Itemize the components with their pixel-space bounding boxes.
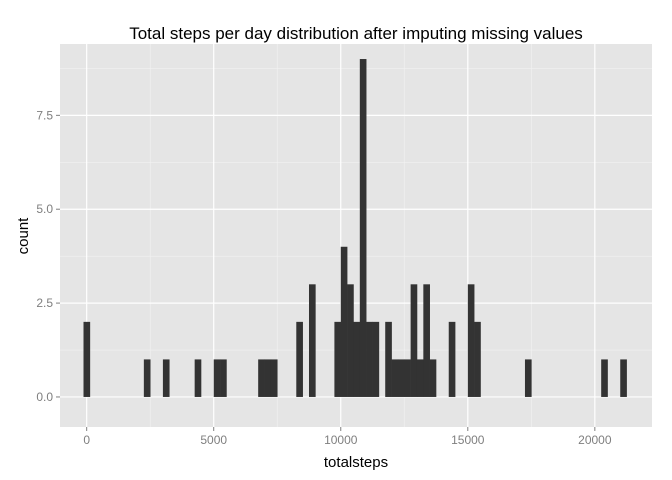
minor-gridlines [60, 44, 652, 427]
histogram-bar [296, 321, 303, 397]
y-tick-label: 5.0 [36, 202, 53, 216]
histogram-bar [385, 321, 392, 397]
y-axis-title: count [15, 217, 32, 255]
histogram-bar [220, 359, 227, 397]
histogram-bar [334, 321, 342, 397]
histogram-bar [270, 359, 278, 397]
histogram-bar [347, 284, 354, 397]
histogram-bar [359, 59, 367, 397]
histogram-bar [429, 359, 437, 397]
histogram-bar [601, 359, 608, 397]
histogram-bar [397, 359, 405, 397]
histogram-bar [258, 359, 265, 397]
y-tick-label: 0.0 [36, 390, 53, 404]
chart-title: Total steps per day distribution after i… [129, 24, 583, 43]
y-tick-label: 2.5 [36, 296, 53, 310]
histogram-bar [366, 321, 373, 397]
histogram-bar [410, 284, 418, 397]
x-tick-label: 20000 [578, 433, 612, 447]
x-axis-title: totalsteps [324, 454, 388, 471]
histogram-bar [162, 359, 170, 397]
histogram-bar [524, 359, 532, 397]
y-axis-ticks: 0.0 2.5 5.0 7.5 [36, 108, 60, 404]
histogram-bar [308, 284, 316, 397]
histogram-bar [372, 321, 380, 397]
histogram-bar [467, 284, 475, 397]
x-tick-label: 15000 [451, 433, 485, 447]
histogram-bar [194, 359, 202, 397]
histogram-bar [416, 359, 424, 397]
histogram-bar [353, 321, 361, 397]
x-axis-ticks: 0 5000 10000 15000 20000 [83, 427, 612, 447]
y-tick-label: 7.5 [36, 108, 53, 122]
histogram-bar [404, 359, 411, 397]
histogram-bar [83, 321, 91, 397]
histogram-bars [83, 59, 627, 397]
histogram-bar [620, 359, 627, 397]
x-tick-label: 0 [83, 433, 90, 447]
histogram-bar [391, 359, 399, 397]
histogram-bar [423, 284, 430, 397]
histogram-bar [474, 321, 481, 397]
histogram-bar [340, 246, 348, 397]
x-tick-label: 5000 [200, 433, 227, 447]
histogram-bar [143, 359, 151, 397]
histogram-bar [213, 359, 221, 397]
x-tick-label: 10000 [324, 433, 358, 447]
histogram-bar [448, 321, 456, 397]
histogram-bar [264, 359, 272, 397]
